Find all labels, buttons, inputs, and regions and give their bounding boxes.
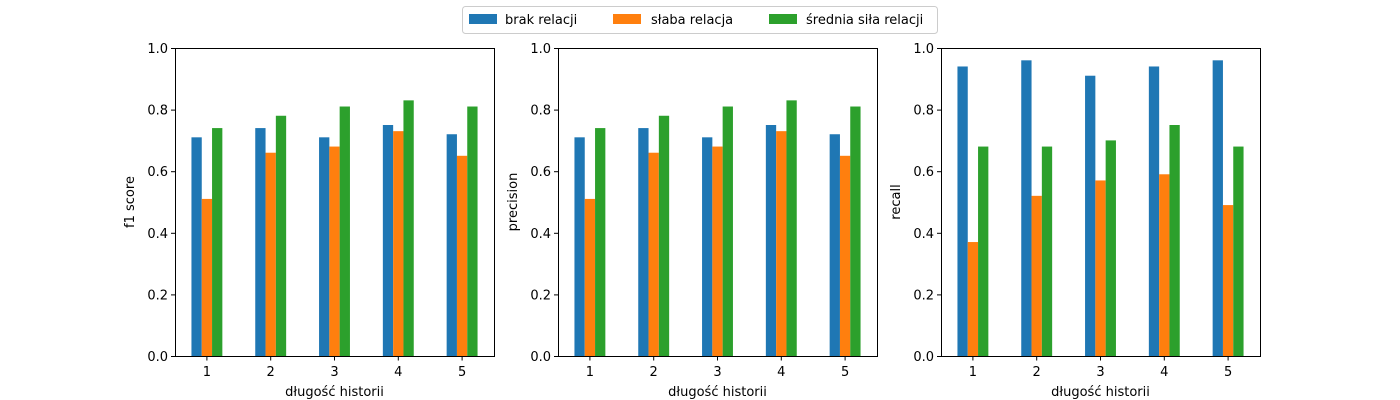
bar-srednia-sila-relacji-2 xyxy=(1041,146,1053,356)
bar-slaba-relacja-4 xyxy=(776,131,787,356)
legend-swatch-srednia-sila-relacji xyxy=(769,14,797,24)
bar-slaba-relacja-4 xyxy=(1159,174,1170,356)
x-tick-label: 2 xyxy=(1033,365,1041,380)
y-tick-label: 1.0 xyxy=(913,42,934,57)
bar-brak-relacji-3 xyxy=(702,137,713,356)
x-tick-label: 1 xyxy=(586,365,594,380)
y-axis-label: recall xyxy=(889,184,904,219)
legend-frame xyxy=(462,6,938,34)
bar-brak-relacji-1 xyxy=(957,66,968,356)
x-tick-label: 5 xyxy=(841,365,849,380)
bar-brak-relacji-3 xyxy=(319,137,330,356)
bar-srednia-sila-relacji-3 xyxy=(1105,140,1116,356)
bar-srednia-sila-relacji-4 xyxy=(403,100,414,356)
bar-slaba-relacja-3 xyxy=(329,146,340,356)
chart-panel-precision: 0.0 0.2 0.4 0.6 0.8 1.0 1 2 3 4 5 długość historii p… xyxy=(506,42,878,400)
bar-brak-relacji-5 xyxy=(446,134,457,356)
y-axis-label: f1 score xyxy=(123,176,138,228)
bar-brak-relacji-3 xyxy=(1085,75,1096,356)
bar-brak-relacji-4 xyxy=(1148,66,1160,356)
bar-srednia-sila-relacji-2 xyxy=(658,115,670,356)
chart-panel-recall: 0.0 0.2 0.4 0.6 0.8 1.0 1 2 3 4 5 długość historii r… xyxy=(889,42,1261,400)
x-tick-label: 2 xyxy=(650,365,658,380)
y-tick-label: 0.4 xyxy=(913,227,934,242)
x-tick-label: 5 xyxy=(458,365,466,380)
x-tick-label: 1 xyxy=(969,365,977,380)
bar-slaba-relacja-2 xyxy=(648,152,659,356)
x-axis-label: długość historii xyxy=(668,385,767,400)
bar-slaba-relacja-4 xyxy=(393,131,404,356)
bar-srednia-sila-relacji-1 xyxy=(595,128,606,356)
x-tick-label: 1 xyxy=(203,365,211,380)
bar-srednia-sila-relacji-2 xyxy=(275,115,287,356)
bar-brak-relacji-2 xyxy=(255,128,266,356)
y-tick-label: 0.0 xyxy=(147,350,168,365)
y-tick-label: 0.2 xyxy=(147,288,168,303)
y-tick-label: 1.0 xyxy=(530,42,551,57)
y-tick-label: 0.6 xyxy=(147,165,168,180)
bar-srednia-sila-relacji-1 xyxy=(212,128,223,356)
bar-brak-relacji-4 xyxy=(765,125,777,356)
x-tick-label: 4 xyxy=(394,365,402,380)
y-tick-label: 0.8 xyxy=(913,104,934,119)
x-tick-label: 4 xyxy=(777,365,785,380)
y-tick-label: 0.6 xyxy=(530,165,551,180)
bar-slaba-relacja-5 xyxy=(1222,205,1234,356)
bar-brak-relacji-1 xyxy=(191,137,202,356)
bar-brak-relacji-2 xyxy=(1021,60,1032,356)
bar-srednia-sila-relacji-5 xyxy=(467,106,478,357)
y-tick-label: 0.0 xyxy=(913,350,934,365)
x-tick-label: 2 xyxy=(267,365,275,380)
y-tick-label: 0.0 xyxy=(530,350,551,365)
y-tick-label: 0.2 xyxy=(530,288,551,303)
y-tick-label: 0.8 xyxy=(147,104,168,119)
legend-label-brak-relacji: brak relacji xyxy=(505,13,577,28)
x-axis-label: długość historii xyxy=(1051,385,1150,400)
legend-label-srednia-sila-relacji: średnia siła relacji xyxy=(806,13,923,28)
bar-slaba-relacja-2 xyxy=(1031,195,1042,356)
x-tick-label: 5 xyxy=(1224,365,1232,380)
y-tick-label: 0.4 xyxy=(530,227,551,242)
bar-slaba-relacja-3 xyxy=(712,146,723,356)
legend-label-slaba-relacja: słaba relacja xyxy=(651,13,733,28)
bar-srednia-sila-relacji-1 xyxy=(978,146,989,356)
x-tick-label: 3 xyxy=(330,365,338,380)
y-tick-label: 0.2 xyxy=(913,288,934,303)
bar-srednia-sila-relacji-3 xyxy=(339,106,350,357)
bar-brak-relacji-5 xyxy=(1212,60,1223,356)
x-axis-label: długość historii xyxy=(285,385,384,400)
y-tick-label: 0.8 xyxy=(530,104,551,119)
bar-srednia-sila-relacji-5 xyxy=(1233,146,1244,356)
legend: brak relacji słaba relacja średnia siła … xyxy=(462,6,938,34)
bar-slaba-relacja-1 xyxy=(967,242,979,356)
bar-slaba-relacja-2 xyxy=(265,152,276,356)
y-tick-label: 1.0 xyxy=(147,42,168,57)
y-axis-label: precision xyxy=(506,173,521,232)
chart-panel-f1-score: 0.0 0.2 0.4 0.6 0.8 1.0 1 2 3 4 5 długość historii f… xyxy=(123,42,495,400)
bar-brak-relacji-5 xyxy=(829,134,840,356)
x-tick-label: 4 xyxy=(1160,365,1168,380)
bar-slaba-relacja-5 xyxy=(839,155,851,356)
bar-slaba-relacja-3 xyxy=(1095,180,1106,356)
bar-slaba-relacja-1 xyxy=(201,198,213,356)
bar-srednia-sila-relacji-4 xyxy=(1169,125,1180,356)
bar-slaba-relacja-1 xyxy=(584,198,596,356)
legend-swatch-slaba-relacja xyxy=(613,14,641,24)
bar-srednia-sila-relacji-4 xyxy=(786,100,797,356)
y-tick-label: 0.6 xyxy=(913,165,934,180)
bar-brak-relacji-4 xyxy=(382,125,394,356)
bar-slaba-relacja-5 xyxy=(456,155,468,356)
y-tick-label: 0.4 xyxy=(147,227,168,242)
bar-brak-relacji-2 xyxy=(638,128,649,356)
legend-swatch-brak-relacji xyxy=(469,14,497,24)
bar-srednia-sila-relacji-5 xyxy=(850,106,861,357)
bar-srednia-sila-relacji-3 xyxy=(722,106,733,357)
x-tick-label: 3 xyxy=(713,365,721,380)
x-tick-label: 3 xyxy=(1096,365,1104,380)
bar-brak-relacji-1 xyxy=(574,137,585,356)
